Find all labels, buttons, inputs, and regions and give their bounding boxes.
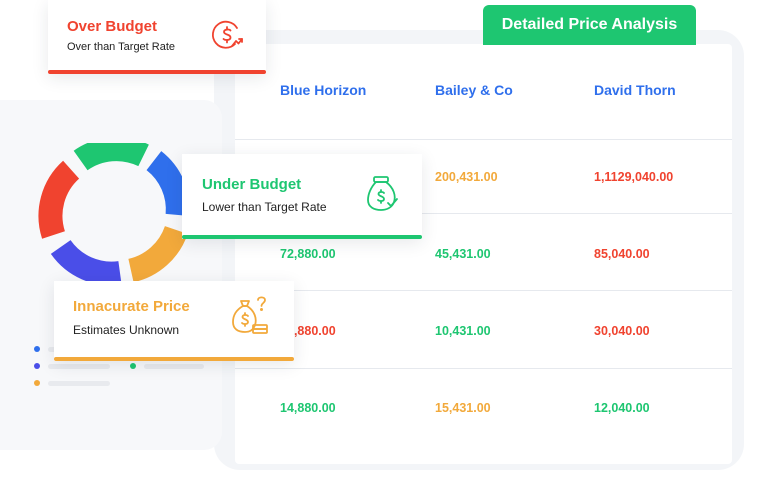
- card-title: Innacurate Price: [73, 298, 190, 315]
- table-cell: 45,431.00: [435, 247, 491, 261]
- table-cell: 85,040.00: [594, 247, 650, 261]
- table-cell: 1,1129,040.00: [594, 170, 674, 184]
- table-cell: 72,880.00: [280, 247, 336, 261]
- card-subtitle: Over than Target Rate: [67, 41, 176, 53]
- table-cell: 30,040.00: [594, 324, 650, 338]
- row-divider: [235, 368, 732, 369]
- table-title: Detailed Price Analysis: [483, 5, 696, 45]
- legend-dot-indigo: [34, 363, 40, 369]
- donut-segment-indigo: [50, 239, 122, 283]
- row-divider: [235, 139, 732, 140]
- card-subtitle: Estimates Unknown: [73, 323, 180, 337]
- price-table: [235, 44, 732, 464]
- table-cell: 200,431.00: [435, 170, 498, 184]
- money-bag-check-icon: [367, 176, 398, 211]
- card-accent-bar: [54, 357, 294, 361]
- over-budget-card[interactable]: Over Budget Over than Target Rate: [48, 0, 266, 74]
- donut-segment-blue: [146, 151, 190, 216]
- table-cell: 2,880.00: [287, 324, 336, 338]
- card-title: Under Budget: [202, 176, 302, 193]
- table-cell: 10,431.00: [435, 324, 491, 338]
- donut-segment-orange: [127, 225, 188, 283]
- card-title: Over Budget: [67, 18, 158, 35]
- card-subtitle: Lower than Target Rate: [202, 200, 327, 214]
- legend-bar: [144, 364, 204, 369]
- table-cell: 14,880.00: [280, 401, 336, 415]
- card-accent-bar: [48, 70, 266, 74]
- column-header-david-thorn[interactable]: David Thorn: [594, 82, 676, 98]
- inaccurate-price-card[interactable]: Innacurate Price Estimates Unknown: [54, 281, 294, 361]
- money-bag-question-icon: [232, 296, 268, 334]
- column-header-blue-horizon[interactable]: Blue Horizon: [280, 82, 367, 98]
- row-divider: [235, 290, 732, 291]
- card-accent-bar: [182, 235, 422, 239]
- table-cell: 15,431.00: [435, 401, 491, 415]
- legend-dot-green: [130, 363, 136, 369]
- donut-chart: [38, 143, 190, 283]
- dollar-up-arrow-icon: [212, 20, 243, 49]
- legend-dot-orange: [34, 380, 40, 386]
- donut-segment-green: [73, 143, 149, 171]
- donut-segment-red: [38, 160, 80, 239]
- column-header-bailey-co[interactable]: Bailey & Co: [435, 82, 513, 98]
- row-divider: [235, 213, 732, 214]
- legend-bar: [48, 381, 110, 386]
- table-cell: 12,040.00: [594, 401, 650, 415]
- legend-dot-blue: [34, 346, 40, 352]
- legend-bar: [48, 364, 110, 369]
- under-budget-card[interactable]: Under Budget Lower than Target Rate: [182, 154, 422, 239]
